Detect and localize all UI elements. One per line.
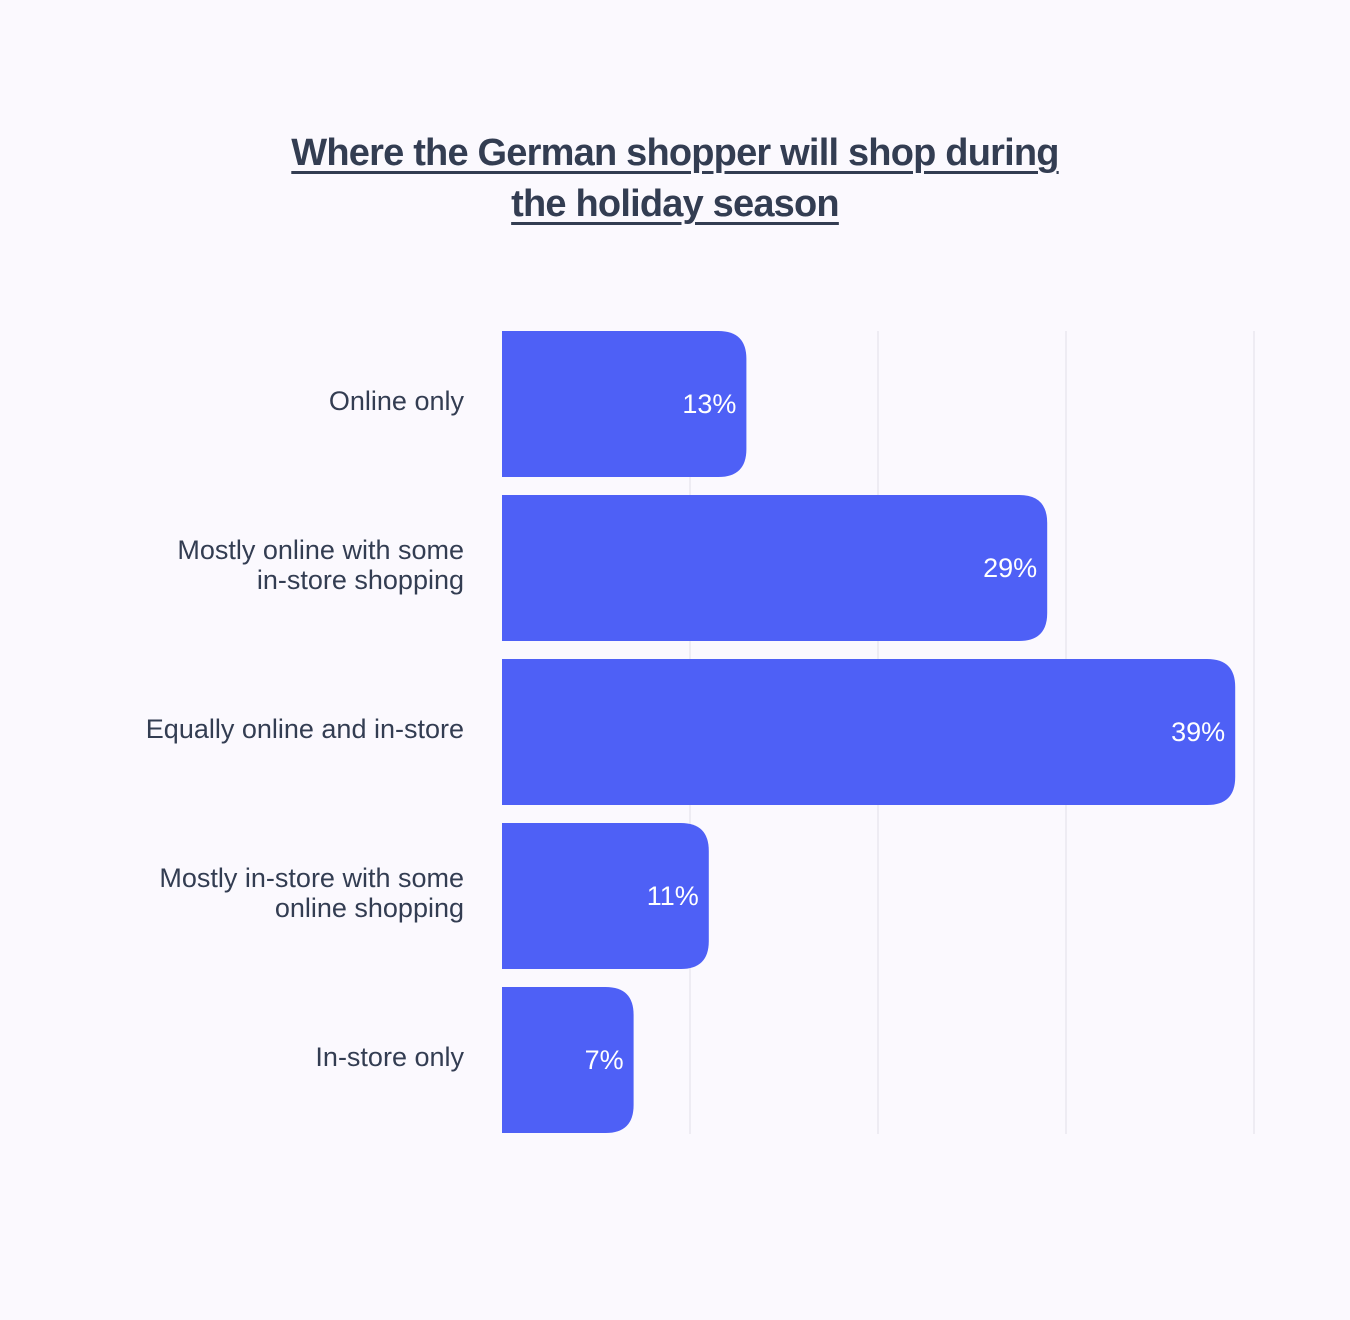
value-label: 13%: [682, 389, 736, 419]
value-label: 29%: [983, 553, 1037, 583]
category-labels: Online only Mostly online with some in-sto…: [146, 386, 465, 1072]
category-label: Mostly online with some in-store shopping: [177, 535, 464, 595]
category-label-line: Equally online and in-store: [146, 714, 464, 744]
category-label: Mostly in-store with some online shopping: [159, 863, 464, 923]
bar: [502, 331, 747, 477]
value-label: 11%: [647, 881, 699, 911]
bar: [502, 823, 709, 969]
chart-title-line-1: Where the German shopper will shop durin…: [291, 132, 1059, 174]
category-label-line: in-store shopping: [257, 565, 464, 595]
value-label: 39%: [1171, 717, 1225, 747]
chart-title-line-2: the holiday season: [511, 183, 840, 225]
bar: [502, 659, 1236, 805]
category-label-line: Online only: [329, 386, 465, 416]
category-label: Online only: [329, 386, 465, 416]
category-label-line: In-store only: [315, 1042, 464, 1072]
value-label: 7%: [585, 1045, 624, 1075]
bar: [502, 495, 1048, 641]
category-label: In-store only: [315, 1042, 464, 1072]
category-label-line: online shopping: [275, 893, 464, 923]
value-labels: 13% 29% 39% 11% 7%: [585, 389, 1226, 1075]
category-label-line: Mostly online with some: [177, 535, 464, 565]
bar: [502, 987, 634, 1133]
category-label-line: Mostly in-store with some: [159, 863, 464, 893]
bars: [502, 331, 1236, 1133]
chart-title: Where the German shopper will shop durin…: [0, 128, 1350, 230]
category-label: Equally online and in-store: [146, 714, 464, 744]
